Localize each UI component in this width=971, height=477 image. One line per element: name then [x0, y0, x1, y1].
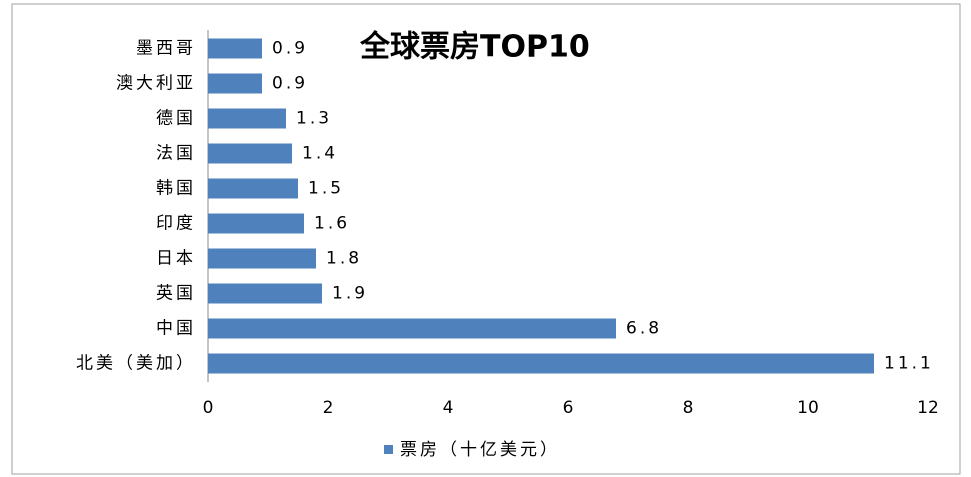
y-tick-label: 印度	[156, 214, 196, 234]
x-tick-label: 12	[917, 398, 939, 418]
x-tick-label: 0	[203, 398, 214, 418]
y-tick-label: 墨西哥	[136, 39, 196, 59]
bar	[208, 178, 298, 199]
frame	[11, 3, 961, 475]
bar	[208, 73, 262, 94]
legend-label: 票房（十亿美元）	[400, 440, 560, 460]
legend-swatch	[384, 445, 393, 454]
y-tick-label: 德国	[156, 109, 196, 129]
bar	[208, 283, 322, 304]
y-tick-label: 韩国	[156, 179, 196, 199]
value-label: 6.8	[626, 319, 662, 339]
bar	[208, 248, 316, 269]
bar	[208, 38, 262, 59]
y-tick-label: 中国	[156, 319, 196, 339]
value-label: 0.9	[272, 74, 308, 94]
bar	[208, 108, 286, 129]
value-label: 1.4	[302, 144, 338, 164]
y-tick-label: 英国	[156, 284, 196, 304]
value-label: 1.8	[326, 249, 362, 269]
x-tick-label: 6	[563, 398, 574, 418]
chart-title: 全球票房TOP10	[359, 30, 590, 65]
x-tick-label: 4	[443, 398, 454, 418]
y-tick-label: 法国	[156, 144, 196, 164]
x-tick-label: 10	[797, 398, 819, 418]
y-tick-label: 北美（美加）	[76, 354, 196, 374]
value-label: 0.9	[272, 39, 308, 59]
x-tick-label: 8	[683, 398, 694, 418]
y-tick-label: 日本	[156, 249, 196, 269]
bar	[208, 143, 292, 164]
y-tick-label: 澳大利亚	[116, 74, 196, 94]
value-label: 1.3	[296, 109, 332, 129]
value-label: 1.6	[314, 214, 350, 234]
bar	[208, 353, 874, 374]
bar	[208, 213, 304, 234]
x-tick-label: 2	[323, 398, 334, 418]
bar	[208, 318, 616, 339]
value-label: 1.5	[308, 179, 344, 199]
value-label: 1.9	[332, 284, 368, 304]
value-label: 11.1	[884, 354, 934, 374]
